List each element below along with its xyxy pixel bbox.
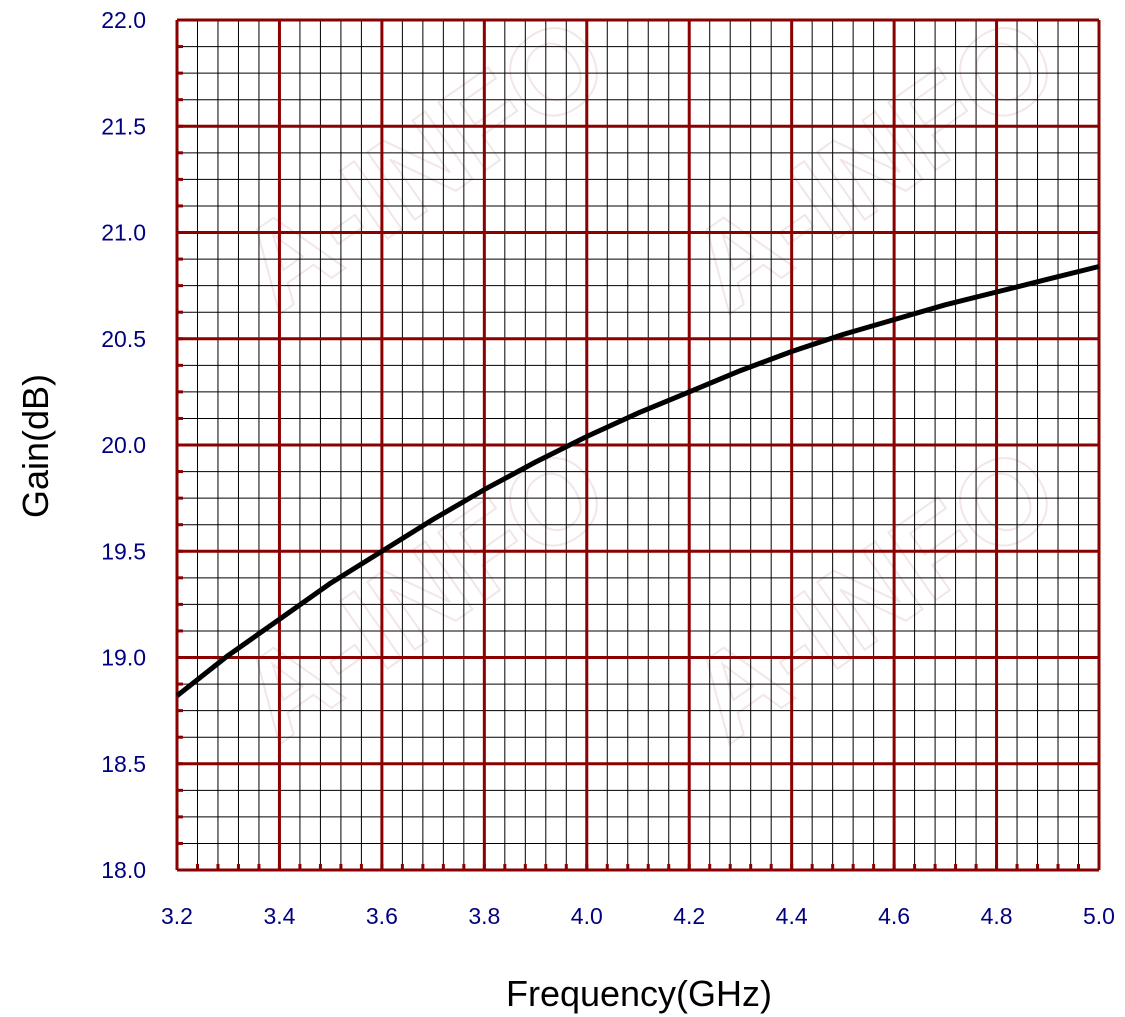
y-tick-label: 20.5 [101,326,146,352]
x-tick-label: 4.0 [571,903,603,929]
y-tick-label: 19.5 [101,538,146,564]
y-tick-label: 22.0 [101,7,146,33]
x-tick-label: 3.6 [366,903,398,929]
axis-ticks [175,18,1101,872]
x-tick-label: 4.6 [878,903,910,929]
watermark-text: A-INFO [665,421,1080,768]
x-tick-label: 4.2 [673,903,705,929]
x-tick-label: 3.8 [468,903,500,929]
gain-curve [175,264,1100,698]
x-tick-label: 5.0 [1083,903,1115,929]
y-tick-label: 18.0 [101,857,146,883]
y-tick-label: 21.5 [101,113,146,139]
y-tick-label: 20.0 [101,432,146,458]
y-tick-label: 21.0 [101,220,146,246]
x-tick-labels: 3.2 3.4 3.6 3.8 4.0 4.2 4.4 4.6 4.8 5.0 [161,903,1115,929]
x-axis-title: Frequency(GHz) [506,973,772,1014]
y-tick-label: 18.5 [101,751,146,777]
major-grid [175,18,1101,872]
x-tick-label: 4.8 [981,903,1013,929]
x-tick-label: 3.4 [263,903,295,929]
x-tick-label: 4.4 [776,903,808,929]
x-tick-label: 3.2 [161,903,193,929]
y-axis-title: Gain(dB) [15,374,56,518]
y-tick-label: 19.0 [101,645,146,671]
series-layer [175,264,1100,698]
y-tick-labels: 18.0 18.5 19.0 19.5 20.0 20.5 21.0 21.5 22.0 [101,7,146,883]
